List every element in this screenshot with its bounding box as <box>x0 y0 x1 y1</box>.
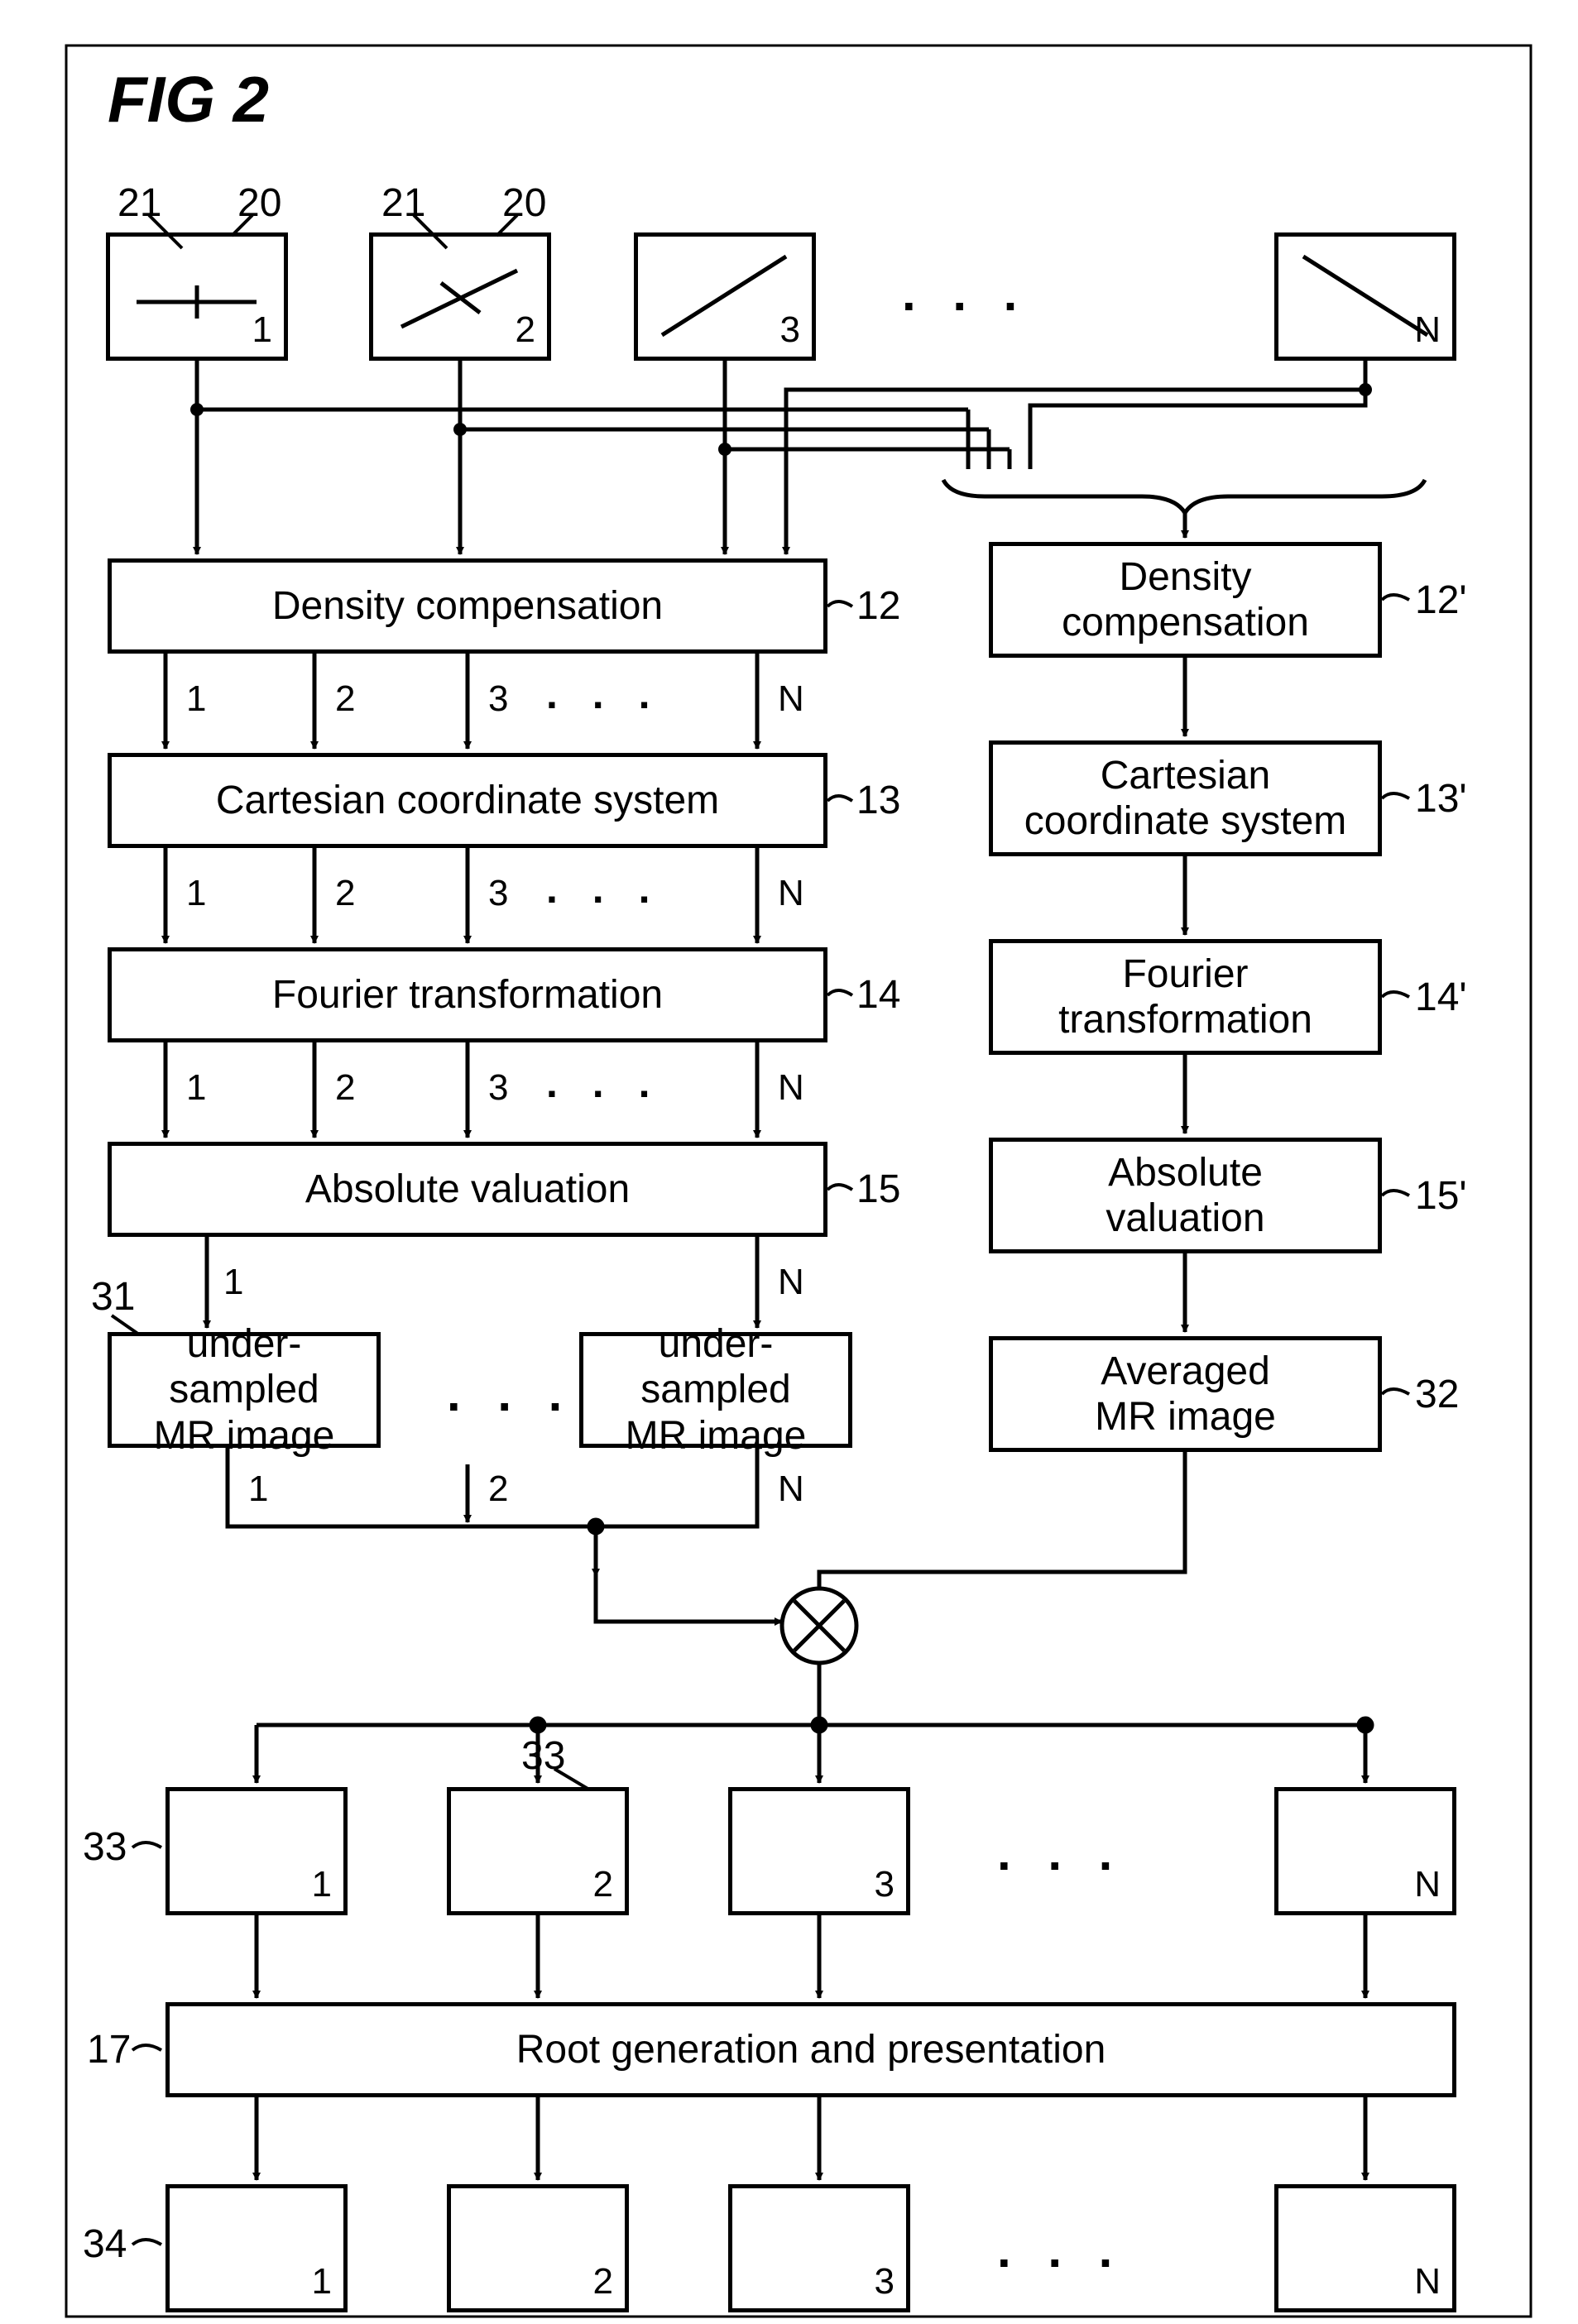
kspace-idx-2: 2 <box>516 309 535 352</box>
box-cartesian-p: Cartesian coordinate system <box>989 740 1382 856</box>
an-13-2: 2 <box>335 873 355 914</box>
an-31-2: 2 <box>488 1469 508 1510</box>
an-12-n: N <box>778 678 804 720</box>
ref-32: 32 <box>1415 1372 1459 1417</box>
an-31-n: N <box>778 1469 804 1510</box>
idx-33-1: 1 <box>312 1864 332 1906</box>
ref-33a: 33 <box>83 1824 127 1870</box>
idx-34-3: 3 <box>875 2261 895 2303</box>
ref-15p: 15' <box>1415 1173 1467 1219</box>
kspace-box-2: 2 <box>369 232 551 361</box>
box-density-comp: Density compensation <box>108 558 827 654</box>
ref-20-a: 20 <box>237 180 281 226</box>
ref-33b: 33 <box>521 1733 565 1779</box>
ref-15: 15 <box>856 1167 900 1212</box>
box-averaged: Averaged MR image <box>989 1336 1382 1452</box>
ref-13p: 13' <box>1415 776 1467 822</box>
dots-14: . . . <box>546 1059 661 1107</box>
an-14-1: 1 <box>186 1067 206 1109</box>
ref-12p: 12' <box>1415 577 1467 623</box>
ref-13: 13 <box>856 778 900 823</box>
an-12-1: 1 <box>186 678 206 720</box>
ref-17: 17 <box>87 2027 131 2072</box>
ref-20-b: 20 <box>502 180 546 226</box>
kspace-idx-1: 1 <box>252 309 272 352</box>
idx-33-3: 3 <box>875 1864 895 1906</box>
box-undersampled-n: under-sampled MR image <box>579 1332 852 1448</box>
idx-34-n: N <box>1414 2261 1441 2303</box>
box-33-2: 2 <box>447 1787 629 1915</box>
dots-34: . . . <box>997 2221 1124 2278</box>
an-14-2: 2 <box>335 1067 355 1109</box>
an-12-2: 2 <box>335 678 355 720</box>
ref-14p: 14' <box>1415 975 1467 1020</box>
ref-31: 31 <box>91 1274 135 1320</box>
kspace-idx-n: N <box>1414 309 1441 352</box>
diagram-page: FIG 2 21 20 21 20 1 2 3 . . . N Density … <box>0 0 1578 2324</box>
an-15-n: N <box>778 1262 804 1303</box>
dots-12: . . . <box>546 670 661 718</box>
box-34-2: 2 <box>447 2184 629 2312</box>
figure-label: FIG 2 <box>108 62 269 137</box>
box-cartesian: Cartesian coordinate system <box>108 753 827 848</box>
box-34-1: 1 <box>165 2184 348 2312</box>
ref-21-a: 21 <box>118 180 161 226</box>
box-density-comp-p: Density compensation <box>989 542 1382 658</box>
box-33-1: 1 <box>165 1787 348 1915</box>
idx-33-2: 2 <box>593 1864 613 1906</box>
an-12-3: 3 <box>488 678 508 720</box>
an-13-1: 1 <box>186 873 206 914</box>
idx-33-n: N <box>1414 1864 1441 1906</box>
box-fourier-p: Fourier transformation <box>989 939 1382 1055</box>
dots-undersampled: . . . <box>447 1365 573 1422</box>
an-13-3: 3 <box>488 873 508 914</box>
box-34-n: N <box>1274 2184 1456 2312</box>
an-14-n: N <box>778 1067 804 1109</box>
box-undersampled-1: under-sampled MR image <box>108 1332 381 1448</box>
an-31-1: 1 <box>248 1469 268 1510</box>
box-root-gen: Root generation and presentation <box>165 2002 1456 2097</box>
kspace-box-1: 1 <box>106 232 288 361</box>
dots-13: . . . <box>546 865 661 913</box>
an-13-n: N <box>778 873 804 914</box>
ref-12: 12 <box>856 583 900 629</box>
ref-34: 34 <box>83 2221 127 2267</box>
idx-34-1: 1 <box>312 2261 332 2303</box>
an-14-3: 3 <box>488 1067 508 1109</box>
idx-34-2: 2 <box>593 2261 613 2303</box>
box-34-3: 3 <box>728 2184 910 2312</box>
kspace-idx-3: 3 <box>780 309 800 352</box>
kspace-box-n: N <box>1274 232 1456 361</box>
dots-33: . . . <box>997 1824 1124 1881</box>
box-absval-p: Absolute valuation <box>989 1138 1382 1253</box>
an-15-1: 1 <box>223 1262 243 1303</box>
kspace-box-3: 3 <box>634 232 816 361</box>
box-fourier: Fourier transformation <box>108 947 827 1042</box>
ref-21-b: 21 <box>381 180 425 226</box>
box-33-3: 3 <box>728 1787 910 1915</box>
dots-top: . . . <box>902 265 1029 322</box>
box-33-n: N <box>1274 1787 1456 1915</box>
box-absval: Absolute valuation <box>108 1142 827 1237</box>
ref-14: 14 <box>856 972 900 1018</box>
